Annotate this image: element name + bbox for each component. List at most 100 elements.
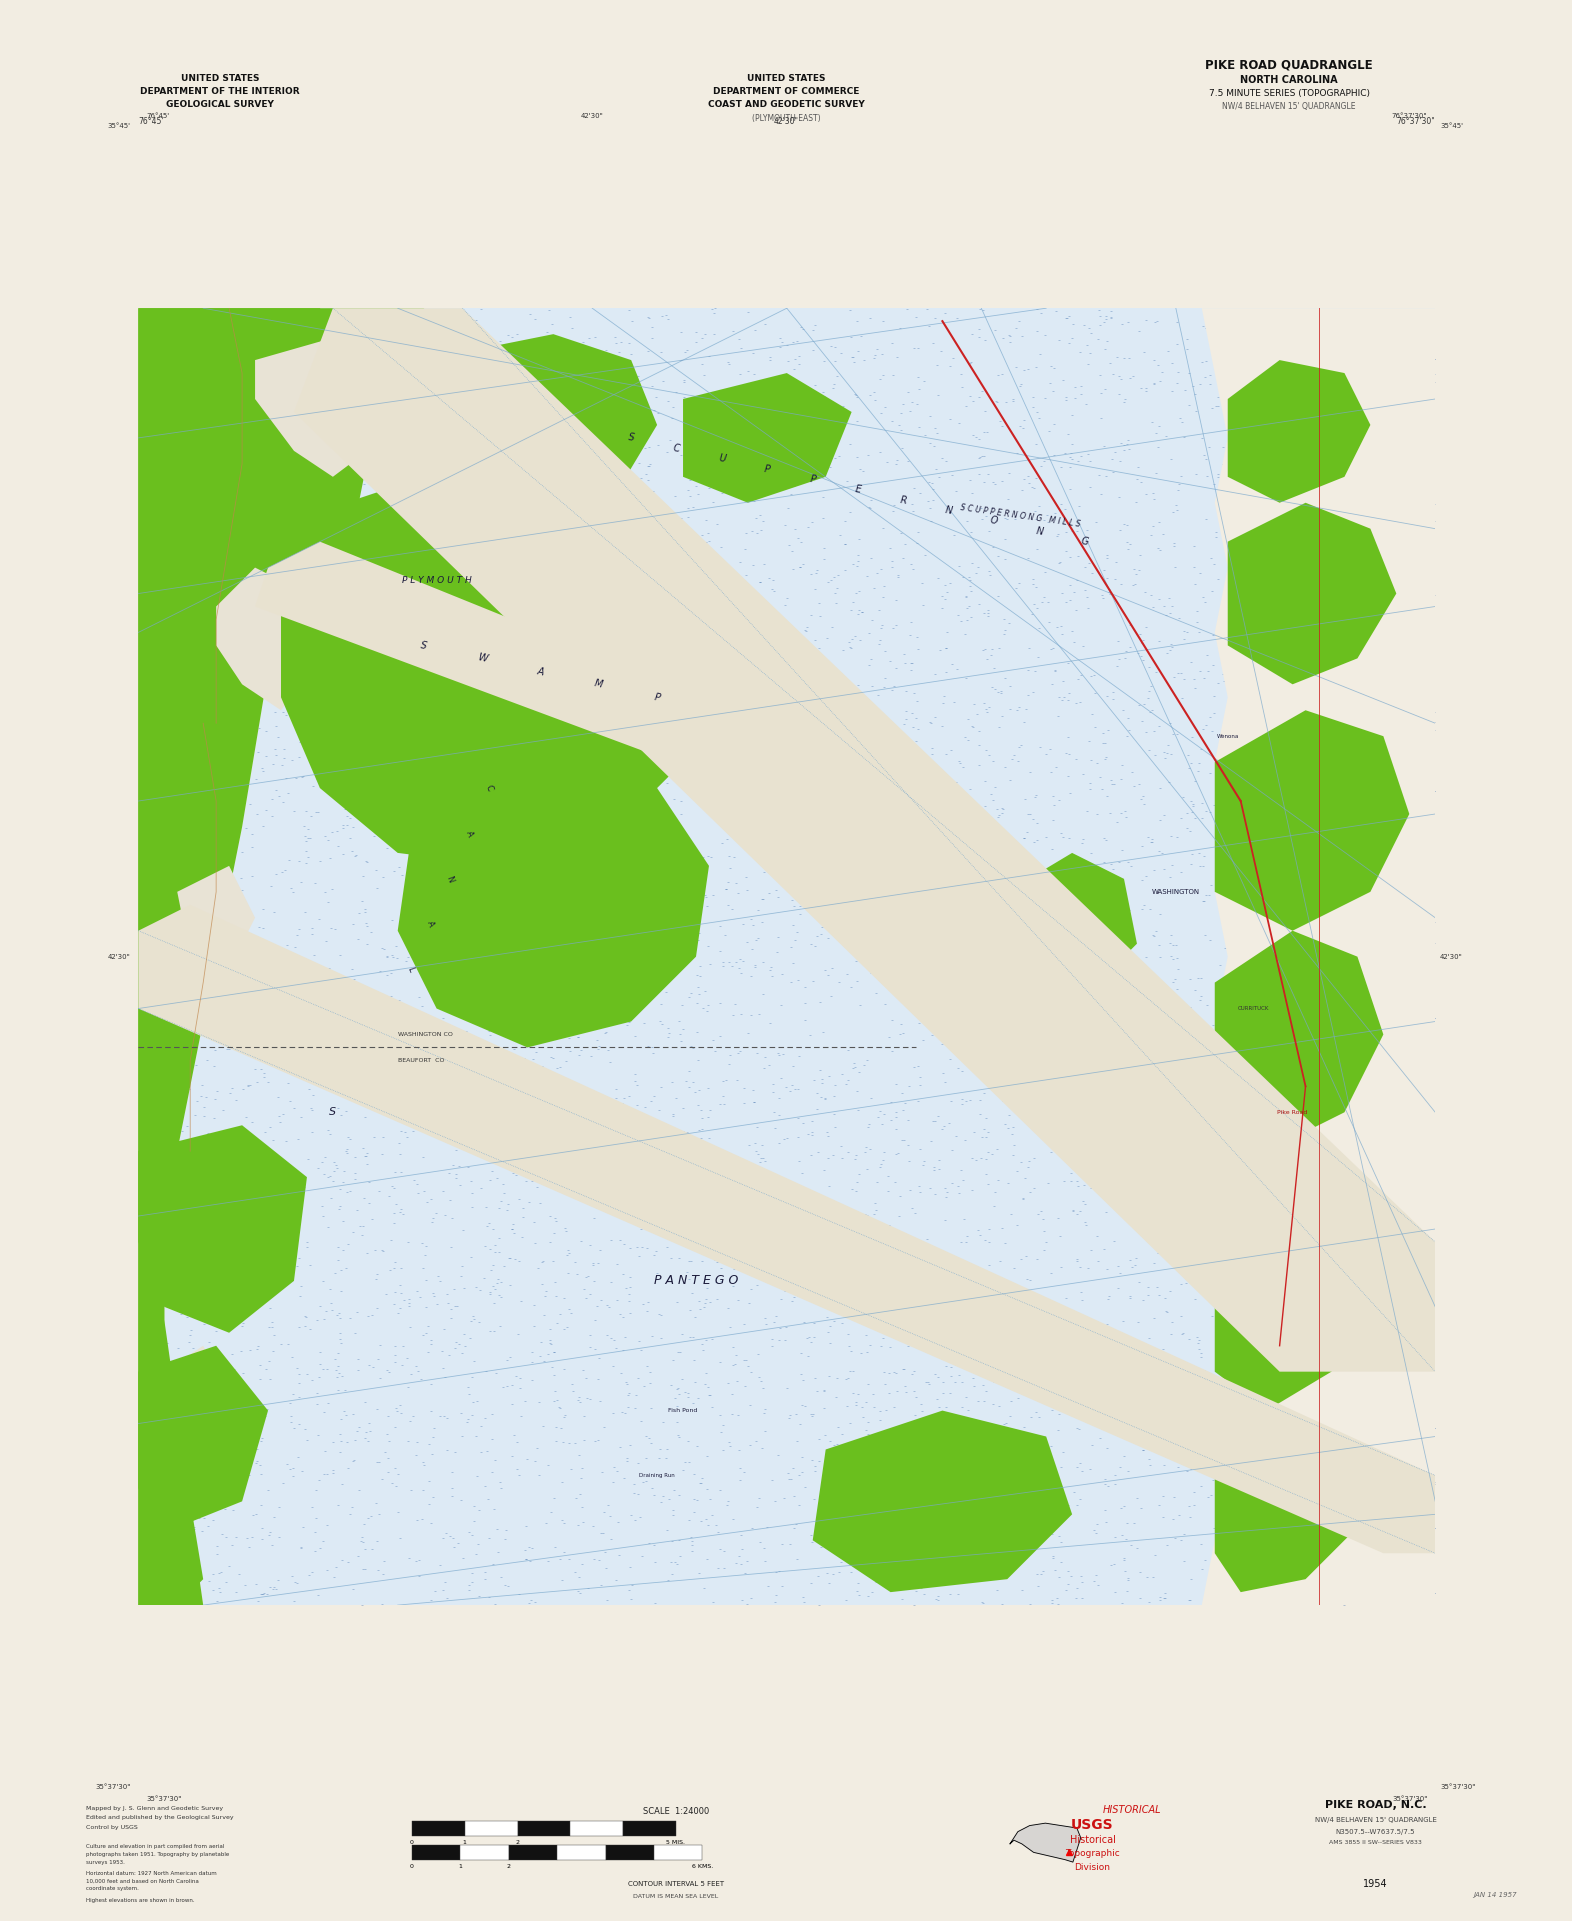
Point <box>720 1331 745 1362</box>
Point <box>799 1327 824 1358</box>
Point <box>479 1423 505 1454</box>
Point <box>1152 743 1177 774</box>
Point <box>522 953 547 984</box>
Point <box>1250 1301 1275 1331</box>
Point <box>740 549 766 580</box>
Point <box>1155 1197 1181 1228</box>
Point <box>1006 732 1031 763</box>
Point <box>637 304 662 334</box>
Point <box>140 398 165 428</box>
Point <box>141 918 167 949</box>
Point <box>396 1372 421 1402</box>
Point <box>711 947 736 978</box>
Point <box>523 889 549 920</box>
Point <box>1105 1251 1130 1281</box>
Point <box>206 1360 231 1391</box>
Point <box>920 328 945 359</box>
Point <box>349 886 374 916</box>
Point <box>806 1055 832 1085</box>
Point <box>446 444 472 474</box>
Point <box>1212 488 1237 519</box>
Point <box>362 820 387 851</box>
Point <box>1102 1470 1127 1500</box>
Point <box>344 1001 369 1032</box>
Point <box>181 1012 206 1043</box>
Point <box>440 1062 465 1093</box>
Text: Pike Road: Pike Road <box>1278 1110 1308 1114</box>
Text: P L Y M O U T H: P L Y M O U T H <box>402 576 472 586</box>
Point <box>418 1585 443 1616</box>
Point <box>800 1398 825 1429</box>
Point <box>888 1009 913 1039</box>
Point <box>674 703 700 734</box>
Point <box>159 392 184 423</box>
Point <box>286 1358 311 1389</box>
Point <box>314 1554 340 1585</box>
Point <box>1377 955 1402 985</box>
Point <box>700 780 725 811</box>
Point <box>678 1187 703 1218</box>
Point <box>957 601 982 632</box>
Point <box>522 363 547 394</box>
Point <box>1220 473 1245 503</box>
Point <box>684 1160 709 1191</box>
Point <box>1003 859 1028 889</box>
Point <box>923 993 948 1024</box>
Point <box>538 864 563 895</box>
Point <box>890 388 915 419</box>
Point <box>459 1568 484 1598</box>
Point <box>833 528 858 559</box>
Point <box>371 1039 396 1070</box>
Point <box>1044 1583 1069 1614</box>
Point <box>885 561 910 592</box>
Point <box>209 1249 234 1279</box>
Point <box>1336 1456 1361 1487</box>
Point <box>250 755 275 786</box>
Point <box>1223 1222 1248 1252</box>
Point <box>505 1318 530 1349</box>
Point <box>1223 409 1248 440</box>
Point <box>1088 359 1113 390</box>
Point <box>1130 1435 1155 1466</box>
Point <box>456 1089 481 1120</box>
Point <box>494 505 519 536</box>
Point <box>1317 1110 1342 1141</box>
Point <box>1247 832 1272 863</box>
Point <box>964 1007 989 1037</box>
Point <box>437 1520 462 1550</box>
Point <box>223 530 248 561</box>
Point <box>398 1406 423 1437</box>
Point <box>503 338 528 369</box>
Point <box>1127 962 1152 993</box>
Point <box>659 1546 684 1577</box>
Point <box>615 584 640 615</box>
Point <box>294 836 319 866</box>
Point <box>1418 471 1443 501</box>
Point <box>849 905 874 936</box>
Point <box>877 1210 902 1241</box>
Point <box>459 893 484 924</box>
Point <box>1289 859 1314 889</box>
Point <box>1363 1020 1388 1051</box>
Point <box>619 717 645 747</box>
Point <box>443 450 468 480</box>
Point <box>1025 294 1050 325</box>
Point <box>854 724 879 755</box>
Point <box>629 747 654 778</box>
Point <box>360 1533 385 1564</box>
Point <box>1008 1087 1033 1118</box>
Point <box>196 1447 222 1477</box>
Point <box>948 1560 973 1591</box>
Point <box>693 463 718 494</box>
Point <box>451 1272 476 1302</box>
Point <box>404 1439 429 1470</box>
Point <box>263 1193 288 1224</box>
Point <box>333 328 358 359</box>
Point <box>992 503 1017 534</box>
Point <box>1248 1575 1273 1606</box>
Point <box>1083 870 1108 901</box>
Point <box>1369 1237 1394 1268</box>
Point <box>1130 1435 1155 1466</box>
Point <box>505 1427 530 1458</box>
Point <box>413 442 439 473</box>
